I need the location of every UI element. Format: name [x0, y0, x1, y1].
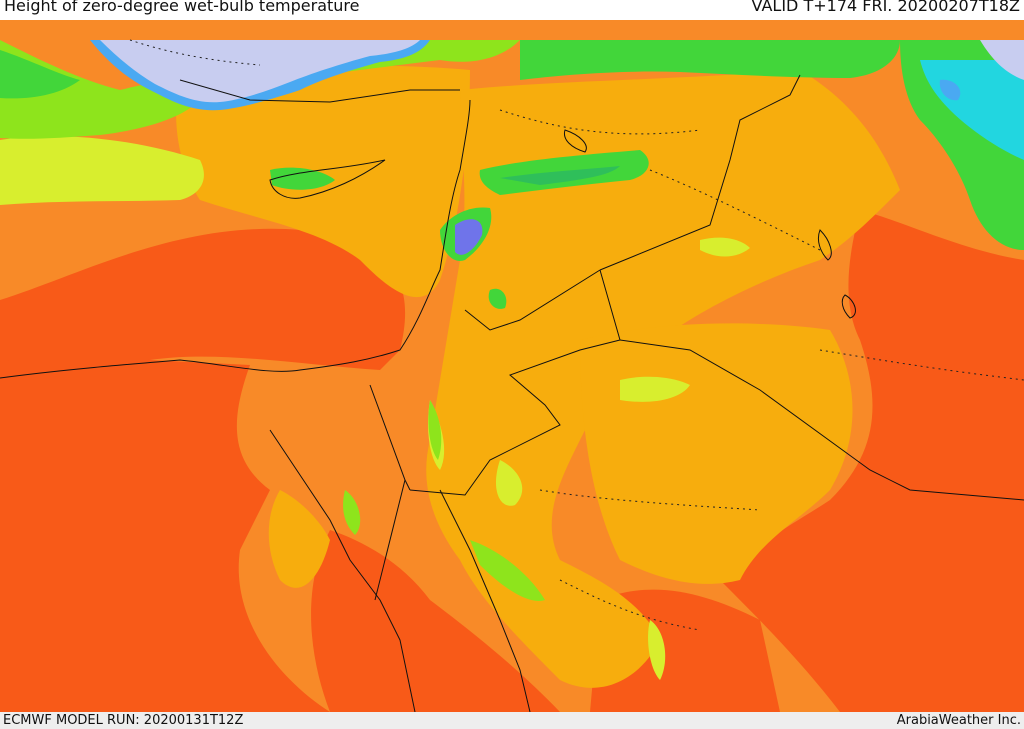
model-run: ECMWF MODEL RUN: 20200131T12Z	[3, 713, 244, 728]
bottom-bar: ECMWF MODEL RUN: 20200131T12Z ArabiaWeat…	[0, 712, 1024, 729]
top-bar: Height of zero-degree wet-bulb temperatu…	[0, 0, 1024, 20]
islands	[269, 129, 856, 319]
map-title: Height of zero-degree wet-bulb temperatu…	[4, 0, 360, 15]
high-freezing-level-zones	[0, 160, 1024, 712]
map-canvas	[0, 20, 1024, 712]
weather-map	[0, 20, 1024, 712]
yellow-zones	[0, 136, 750, 680]
low-freezing-level-zones	[90, 40, 1024, 255]
borders	[0, 74, 1024, 712]
valid-time: VALID T+174 FRI. 20200207T18Z	[751, 0, 1020, 15]
province-lines	[129, 39, 1024, 631]
credit: ArabiaWeather Inc.	[896, 713, 1021, 728]
